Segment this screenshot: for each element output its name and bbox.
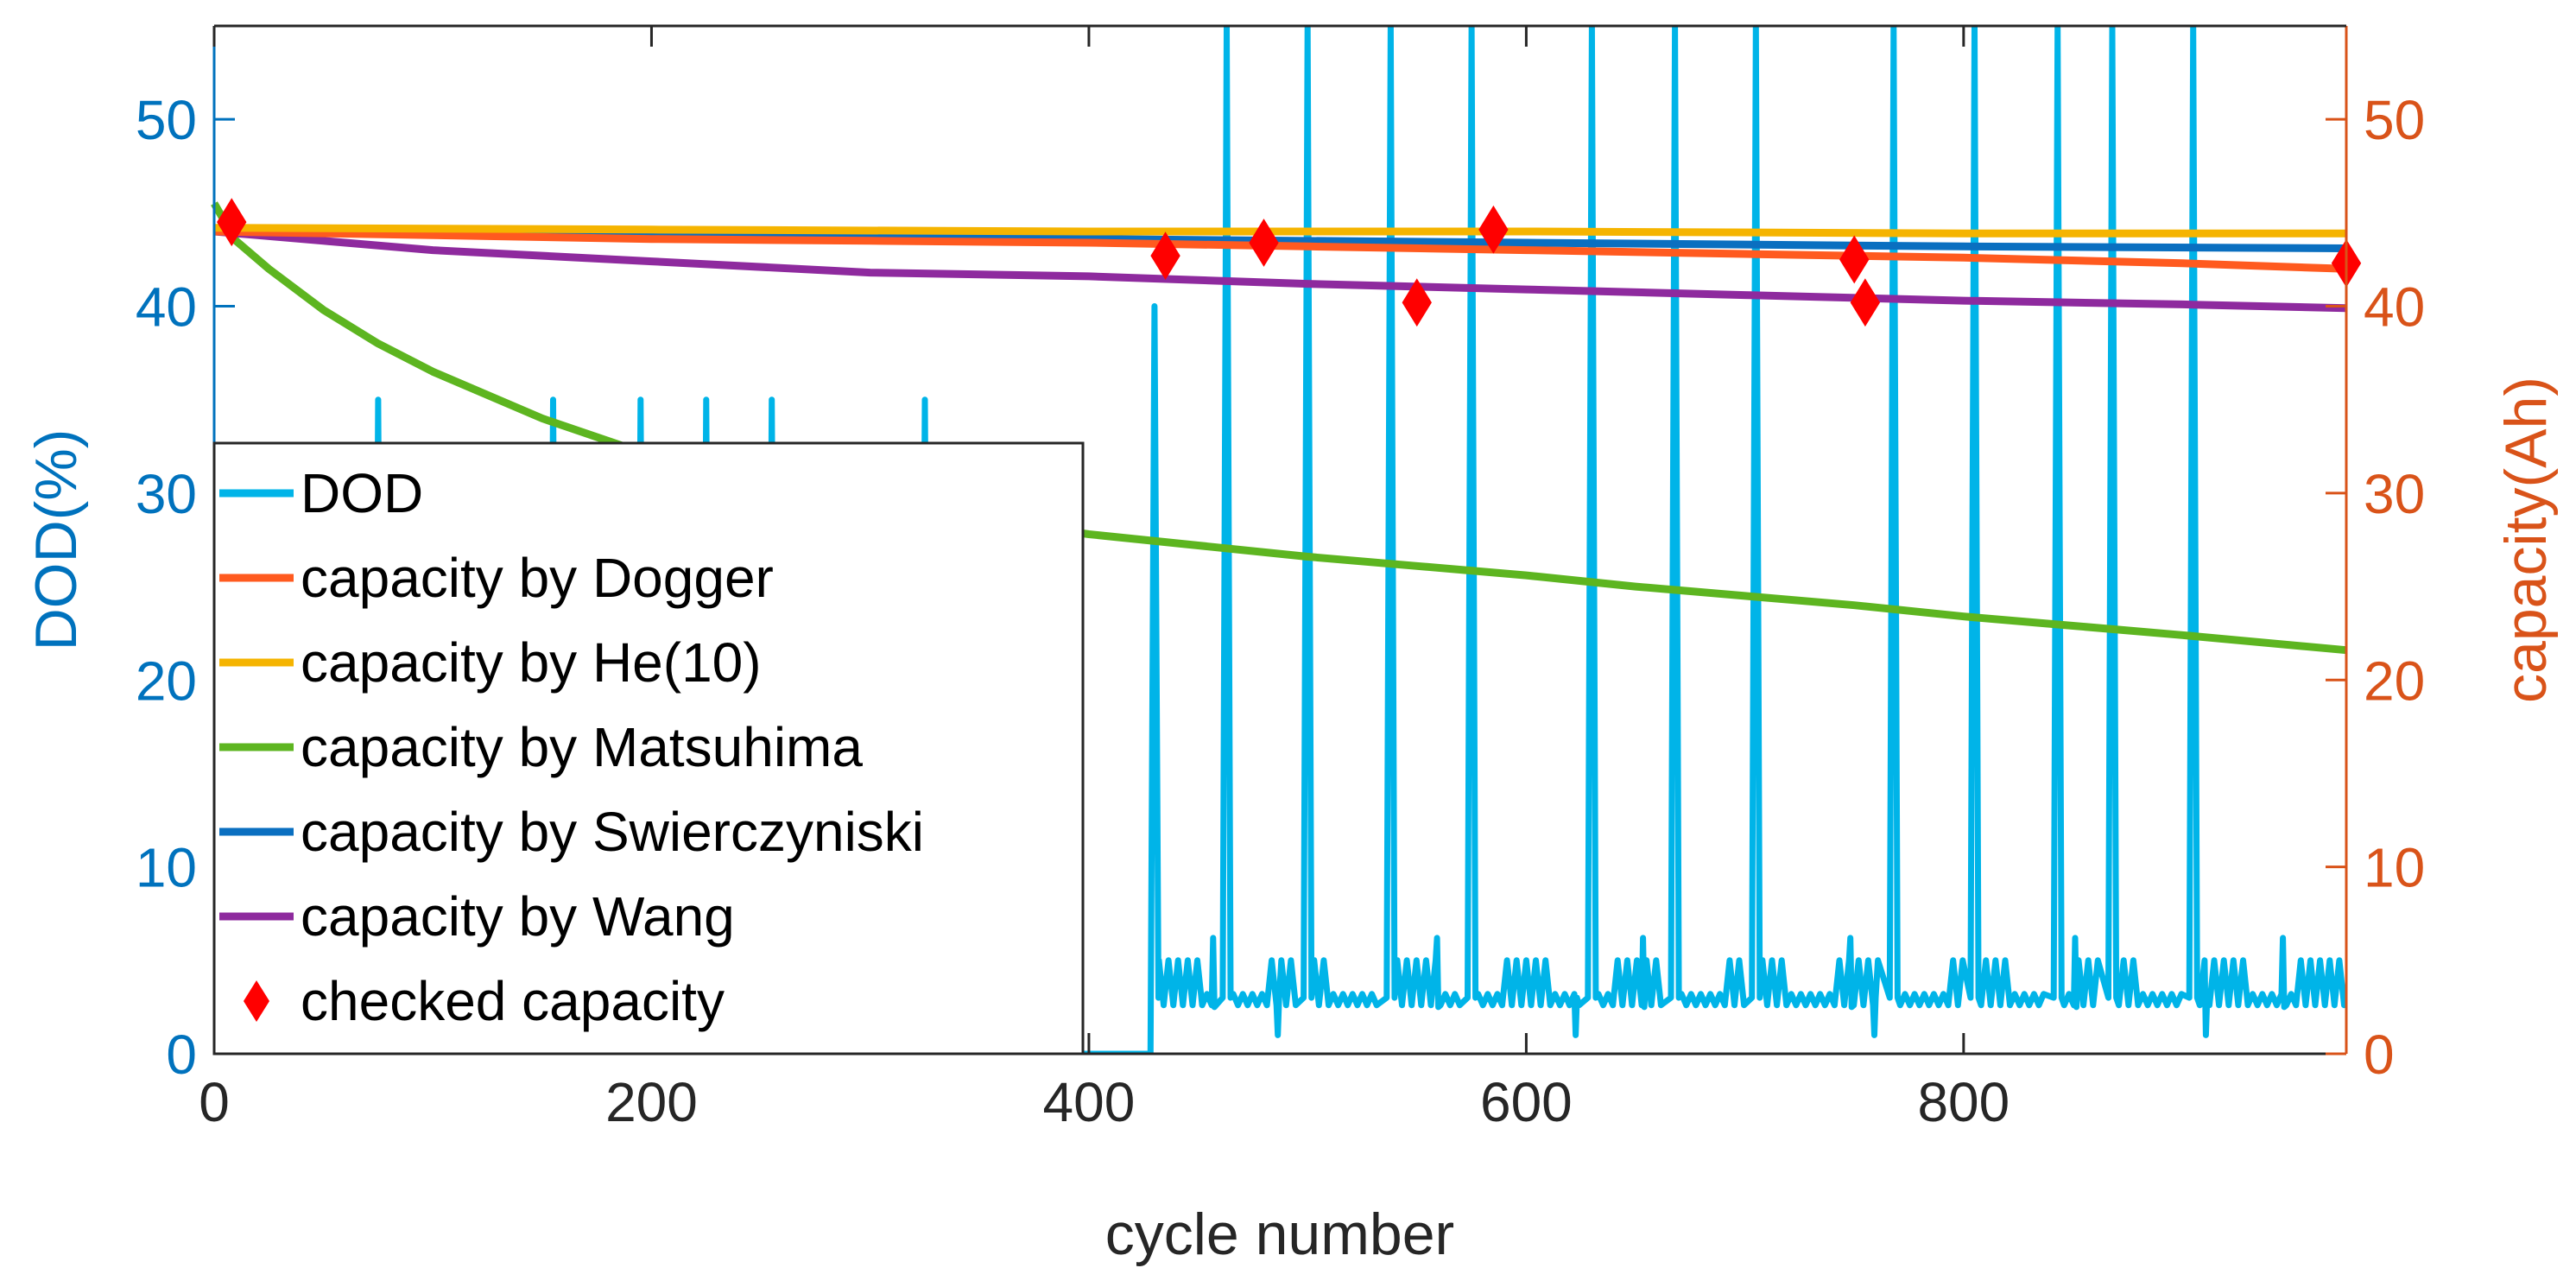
- x-tick-label: 600: [1480, 1071, 1573, 1133]
- legend-label: capacity by He(10): [301, 631, 762, 694]
- y-right-tick-label: 10: [2364, 837, 2425, 899]
- y-right-tick-label: 0: [2364, 1024, 2395, 1086]
- ticks-layer: 0 200 400 600 800 0 10 20 30 40 50 0 10 20 30 40 50: [136, 26, 2425, 1133]
- legend-label: checked capacity: [301, 970, 725, 1032]
- y-axis-right-label: capacity(Ah): [2493, 377, 2559, 703]
- y-left-tick-label: 30: [136, 463, 197, 525]
- series-he-line: [213, 224, 2346, 238]
- checked-capacity-marker: [1478, 205, 1509, 254]
- checked-capacity-marker: [1839, 235, 1870, 284]
- y-axis-left-label: DOD(%): [23, 429, 89, 651]
- checked-capacity-marker: [1402, 278, 1432, 327]
- x-tick-label: 0: [199, 1071, 230, 1133]
- y-right-tick-label: 20: [2364, 650, 2425, 712]
- y-right-tick-label: 50: [2364, 89, 2425, 151]
- legend-label: capacity by Matsuhima: [301, 716, 863, 778]
- legend-label: DOD: [301, 462, 423, 524]
- checked-capacity-marker: [1150, 231, 1180, 281]
- checked-capacity-marker: [217, 198, 247, 247]
- legend-label: capacity by Swierczyniski: [301, 801, 924, 863]
- labels-layer: cycle number DOD(%) capacity(Ah): [23, 377, 2559, 1267]
- y-left-tick-label: 50: [136, 89, 197, 151]
- series-dogger-line: [213, 227, 2347, 273]
- x-axis-label: cycle number: [1105, 1201, 1454, 1267]
- x-tick-label: 800: [1917, 1071, 2010, 1133]
- legend-marker-checked-capacity: [244, 980, 269, 1022]
- series-matsuhima-line: [211, 201, 2347, 655]
- legend: DOD capacity by Dogger capacity by He(10) c…: [212, 441, 1085, 1056]
- checked-capacity-marker: [1249, 219, 1279, 267]
- y-right-tick-label: 40: [2364, 276, 2425, 339]
- y-left-tick-label: 10: [136, 837, 197, 899]
- legend-label: capacity by Dogger: [301, 547, 774, 609]
- series-layer: [211, 26, 2362, 1054]
- series-wang-line: [213, 227, 2347, 313]
- legend-box: [212, 441, 1085, 1056]
- y-right-tick-label: 30: [2364, 463, 2425, 525]
- checked-capacity-marker: [1850, 278, 1881, 327]
- x-tick-label: 400: [1043, 1071, 1136, 1133]
- series-dod-line: [214, 26, 2346, 1054]
- series-dod: [214, 26, 2346, 1054]
- x-tick-label: 200: [605, 1071, 698, 1133]
- y-left-tick-label: 40: [136, 276, 197, 339]
- legend-label: capacity by Wang: [301, 885, 735, 948]
- y-left-tick-label: 0: [166, 1024, 197, 1086]
- y-left-tick-label: 20: [136, 650, 197, 712]
